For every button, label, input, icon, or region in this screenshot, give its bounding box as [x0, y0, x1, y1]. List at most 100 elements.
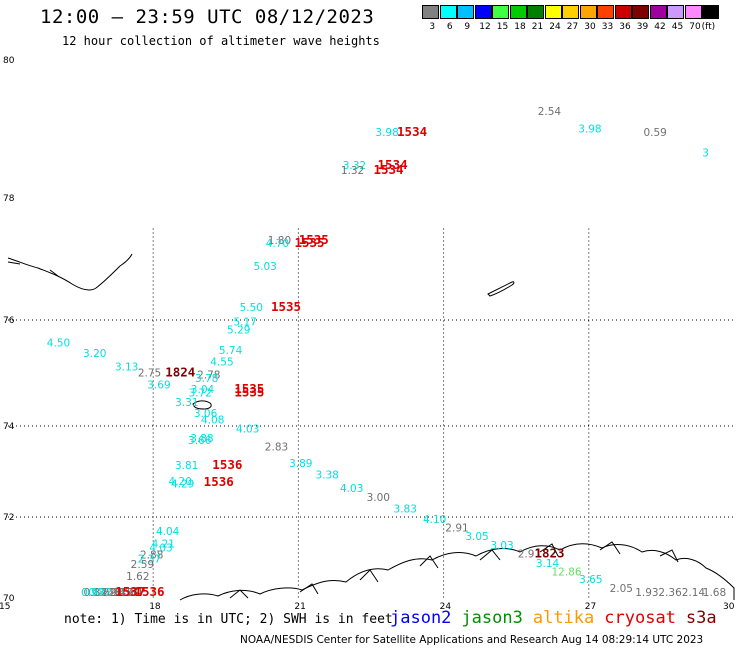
pass-time-label: 1536 — [134, 584, 164, 599]
wave-height-value: 5.03 — [253, 261, 276, 273]
colorbar-tick-label: 24 — [549, 22, 561, 32]
wave-height-value: 3.98 — [375, 127, 398, 139]
page-subtitle: 12 hour collection of altimeter wave hei… — [62, 34, 380, 48]
colorbar-swatch — [457, 5, 474, 19]
lat-lon-grid — [8, 228, 734, 598]
colorbar-swatch — [509, 5, 527, 19]
wave-height-value: 3.13 — [115, 361, 138, 373]
wave-height-value: 1.32 — [341, 165, 364, 177]
satellite-legend-entry: cryosat — [604, 608, 676, 628]
colorbar-swatch — [562, 5, 579, 19]
wave-height-value: 3.00 — [367, 492, 390, 504]
wave-height-value: 1.84 — [119, 587, 143, 599]
satellite-legend-entry: altika — [532, 608, 595, 628]
coast-island-kvitoya — [487, 281, 515, 297]
wave-height-value: 4.08 — [201, 414, 224, 426]
wave-height-value: 2.88 — [140, 549, 163, 561]
wave-height-value: 2.16 — [110, 587, 134, 599]
lon-tick-label: 27 — [585, 602, 596, 612]
colorbar-tick-label: 18 — [514, 22, 526, 32]
lon-tick-label: 15 — [0, 602, 10, 612]
wave-height-value: 4.50 — [47, 338, 70, 350]
pass-time-label: 1536 — [204, 474, 234, 489]
wave-height-value: 5.29 — [227, 324, 250, 336]
wave-height-value: 3.89 — [289, 458, 312, 470]
wave-height-value: 3.38 — [316, 469, 339, 481]
wave-height-value: 4.04 — [156, 526, 180, 538]
colorbar-swatch — [632, 5, 649, 19]
wave-height-value: 5.74 — [219, 345, 243, 357]
wave-height-value: 4.55 — [210, 357, 233, 369]
wave-height-value: 5.17 — [233, 316, 256, 328]
wave-height-value: 3.06 — [194, 408, 218, 420]
wave-height-value: 3.69 — [147, 379, 170, 391]
colorbar-swatch — [597, 5, 614, 19]
colorbar-swatch — [702, 5, 719, 19]
colorbar-tick-label: 30 — [584, 22, 596, 32]
satellite-legend-entry: jason2 — [390, 608, 452, 628]
wave-height-value: 1.68 — [703, 587, 726, 599]
satellite-legend: jason2 jason3 altika cryosat s3a — [390, 608, 727, 628]
wave-height-value: 1.62 — [126, 571, 149, 583]
colorbar-tick-label: 21 — [531, 22, 544, 32]
colorbar-swatch — [527, 5, 544, 19]
colorbar-swatch — [667, 5, 684, 19]
colorbar-tick-label: 45 — [671, 22, 684, 32]
wave-height-value: 0.92 — [81, 587, 104, 599]
wave-height-value: 3.81 — [175, 460, 198, 472]
wave-height-value: 5.50 — [240, 302, 263, 314]
wave-height-value: 3.31 — [175, 397, 198, 409]
wave-height-value: 3.78 — [195, 373, 218, 385]
pass-time-label: 1824 — [165, 365, 195, 380]
wave-height-value: 3.20 — [83, 348, 106, 360]
wave-height-value: 1.57 — [115, 587, 138, 599]
wave-height-value: 2.28 — [98, 587, 121, 599]
pass-time-label: 1535 — [234, 384, 264, 399]
wave-height-value: 0.82 — [88, 587, 111, 599]
wave-height-value: 4.03 — [149, 542, 172, 554]
coast-svalbard-west — [7, 253, 133, 291]
wave-height-value: 2.83 — [265, 442, 288, 454]
wave-height-value: 0.59 — [643, 127, 666, 139]
colorbar-swatch — [614, 5, 632, 19]
pass-time-label: 1535 — [271, 299, 301, 314]
colorbar-tick-label: 42 — [654, 22, 666, 32]
colorbar-swatch — [474, 5, 492, 19]
satellite-legend-entry: jason3 — [461, 608, 523, 628]
wave-height-value: 3.66 — [188, 435, 212, 447]
lon-tick-label: 21 — [294, 602, 305, 612]
colorbar-tick-label: 15 — [496, 22, 509, 32]
wave-height-value: 2.54 — [538, 106, 562, 118]
lat-tick-label: 78 — [3, 194, 15, 204]
wave-height-value: 2.14 — [682, 587, 706, 599]
colorbar-tick-label: 9 — [464, 22, 471, 32]
wave-height-value: 12.86 — [552, 566, 582, 578]
pass-time-label: 1535 — [234, 381, 264, 396]
coast-fjords — [229, 541, 679, 599]
wave-height-value: 4.10 — [423, 514, 446, 526]
colorbar-tick-label: 39 — [636, 22, 649, 32]
pass-time-label: 1535 — [294, 235, 324, 250]
wave-height-value: 3.88 — [190, 433, 213, 445]
wave-height-value: 3.32 — [343, 160, 366, 172]
wave-height-value: 4.03 — [236, 423, 259, 435]
page-title: 12:00 — 23:59 UTC 08/12/2023 — [40, 6, 375, 28]
colorbar-tick-label: 6 — [446, 22, 453, 32]
coastline — [7, 253, 735, 601]
wave-height-value: 1.94 — [117, 587, 141, 599]
wave-height-value: 2.91 — [445, 523, 468, 535]
wave-height-value: 2.91 — [518, 549, 541, 561]
colorbar-swatch — [439, 5, 457, 19]
wave-height-value: 3.72 — [189, 387, 212, 399]
coast-norway-north — [179, 543, 735, 601]
wave-height-value: 4.70 — [266, 238, 289, 250]
colorbar-tick-label: 3 — [429, 22, 436, 32]
colorbar-swatch — [579, 5, 597, 19]
pass-time-label: 1536 — [212, 457, 242, 472]
colorbar-swatch — [422, 5, 439, 19]
coast-bear-island — [192, 400, 212, 410]
colorbar-swatch — [684, 5, 702, 19]
lat-tick-label: 80 — [3, 56, 15, 66]
wave-height-value: 3.03 — [490, 540, 513, 552]
